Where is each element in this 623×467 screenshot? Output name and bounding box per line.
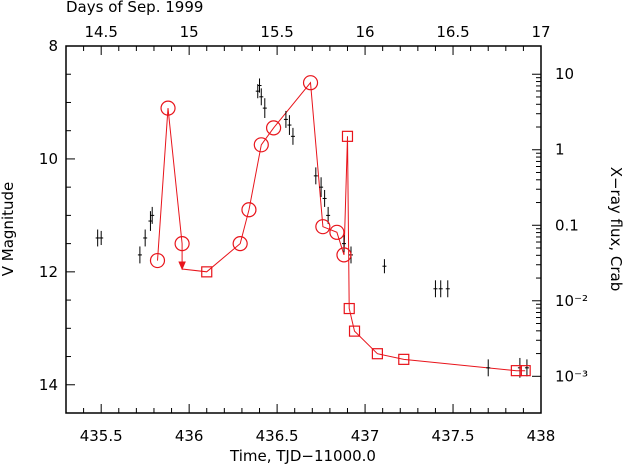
x-tick-label: 435.5 <box>80 427 123 445</box>
optical-data-point <box>287 115 292 135</box>
xray-circle-point <box>232 236 248 252</box>
xray-square-point <box>201 266 213 278</box>
x-tick-label: 436 <box>175 427 204 445</box>
xray-circle-point <box>302 75 319 91</box>
top-tick-label: 16.5 <box>436 23 469 41</box>
optical-data-point <box>137 246 142 264</box>
optical-data-point <box>445 280 450 298</box>
x-tick-label: 437.5 <box>432 427 475 445</box>
right-tick-label: 1 <box>555 141 565 159</box>
optical-data-point <box>150 206 155 224</box>
xray-square-point <box>519 365 531 377</box>
right-tick-label: 10⁻³ <box>555 367 588 385</box>
optical-data-point <box>313 167 318 185</box>
optical-data-point <box>438 280 443 298</box>
top-tick-label: 14.5 <box>84 23 117 41</box>
optical-data-point <box>322 189 327 207</box>
xray-connecting-line <box>157 81 526 372</box>
optical-data-point <box>290 127 295 145</box>
optical-data-point <box>262 98 267 118</box>
x-tick-label: 436.5 <box>256 427 299 445</box>
xray-square-point <box>343 302 355 315</box>
right-tick-label: 10 <box>555 65 574 83</box>
top-tick-label: 15 <box>180 23 199 41</box>
y-tick-label: 8 <box>48 37 58 55</box>
optical-data-point <box>95 229 100 247</box>
optical-data-point <box>341 235 346 253</box>
optical-data-point <box>99 230 104 246</box>
x-tick-label: 438 <box>527 427 556 445</box>
xray-square-point <box>341 130 354 142</box>
optical-data-point <box>433 280 438 298</box>
xray-circle-point <box>253 137 269 153</box>
y-tick-label: 12 <box>39 263 58 281</box>
optical-data-point <box>283 110 288 128</box>
xray-circle-point <box>174 236 190 252</box>
right-tick-label: 0.1 <box>555 216 579 234</box>
xray-circle-point <box>149 252 166 269</box>
optical-data-point <box>326 206 331 224</box>
top-axis-label: Days of Sep. 1999 <box>66 0 203 16</box>
top-tick-label: 15.5 <box>260 23 293 41</box>
xray-square-point <box>398 353 410 365</box>
right-axis-label: X−ray flux, Crab <box>607 167 623 292</box>
x-tick-label: 437 <box>351 427 380 445</box>
optical-data-point <box>259 88 264 106</box>
xray-circle-point <box>336 247 352 263</box>
optical-data-point <box>319 177 324 198</box>
optical-data-point <box>382 259 387 274</box>
xray-circle-point <box>241 202 257 218</box>
y-axis-label: V Magnitude <box>0 182 17 277</box>
xray-circle-point <box>315 219 331 235</box>
xray-circle-point <box>160 100 176 116</box>
x-axis-label: Time, TJD−11000.0 <box>229 447 376 465</box>
top-tick-label: 16 <box>356 23 375 41</box>
xray-square-point <box>348 325 361 337</box>
top-tick-label: 17 <box>531 23 550 41</box>
optical-data-point <box>143 229 148 247</box>
y-tick-label: 10 <box>39 150 58 168</box>
y-tick-label: 14 <box>39 376 58 394</box>
xray-square-point <box>510 365 522 377</box>
optical-data-point <box>524 359 529 377</box>
xray-square-point <box>371 348 383 360</box>
xray-circle-point <box>265 120 282 136</box>
xray-circle-point <box>329 224 345 240</box>
optical-data-point <box>257 78 262 93</box>
right-tick-label: 10⁻² <box>555 292 588 310</box>
optical-data-point <box>486 359 491 377</box>
plot-frame <box>65 45 542 414</box>
upper-limit-arrowhead <box>178 261 186 271</box>
